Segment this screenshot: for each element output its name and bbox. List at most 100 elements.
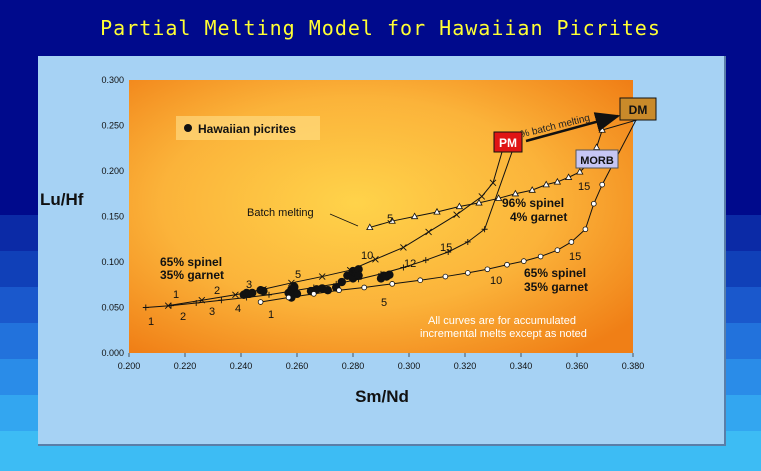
data-point-batch-melting (260, 285, 267, 293)
data-point-65-spinel-35-garnet (445, 248, 452, 255)
y-tick-label: 0.250 (101, 121, 124, 131)
data-point-65-spinel-35-garnet (218, 297, 225, 304)
data-point-65-spinel-35-garnet-open-circles (520, 258, 527, 264)
data-point-96-spinel-4-garnet (388, 217, 396, 224)
data-point-96-spinel-4-garnet (553, 177, 562, 185)
label-96-spinel: 96% spinel (502, 196, 564, 210)
melt-number-3: 3 (246, 279, 252, 291)
data-point-65-spinel-35-garnet-open-circles (310, 291, 317, 297)
data-point-batch-melting (318, 273, 326, 280)
data-point-hawaiian-picrites (354, 271, 363, 280)
data-point-batch-melting (425, 228, 432, 236)
data-point-65-spinel-35-garnet-open-circles (484, 266, 491, 273)
data-point-hawaiian-picrites (290, 282, 299, 291)
x-tick-label: 0.300 (398, 361, 421, 371)
x-tick-label: 0.260 (286, 361, 309, 371)
legend-marker-picrites (184, 124, 192, 132)
data-point-65-spinel-35-garnet-open-circles (361, 284, 368, 291)
spinel-curve-to-pm (484, 151, 513, 230)
melt-number-15: 15 (578, 181, 590, 193)
data-point-65-spinel-35-garnet (193, 299, 200, 306)
data-point-96-spinel-4-garnet (366, 223, 374, 231)
melt-number-1: 1 (268, 309, 274, 321)
data-point-65-spinel-35-garnet-open-circles (504, 261, 510, 268)
data-point-65-spinel-35-garnet-open-circles (599, 181, 605, 188)
y-axis-title: Lu/Hf (40, 190, 84, 209)
data-point-65-spinel-35-garnet-open-circles (582, 226, 589, 233)
morb-label: MORB (580, 155, 614, 167)
data-point-65-spinel-35-garnet-open-circles (537, 253, 544, 260)
data-point-hawaiian-picrites (354, 265, 363, 274)
batch-curve-to-pm (492, 151, 503, 183)
open-circle-curve-to-dm (601, 119, 637, 185)
data-point-65-spinel-35-garnet (422, 257, 429, 264)
y-tick-label: 0.100 (101, 257, 124, 267)
data-point-96-spinel-4-garnet (564, 173, 573, 180)
data-point-65-spinel-35-garnet (400, 264, 407, 271)
melt-number-10: 10 (490, 275, 502, 287)
data-point-hawaiian-picrites (259, 286, 268, 296)
data-point-batch-melting (489, 179, 497, 187)
data-point-batch-melting (372, 255, 379, 263)
melt-number-2: 2 (214, 285, 220, 297)
batch-melting-arrow (525, 112, 621, 143)
data-point-65-spinel-35-garnet (355, 276, 362, 283)
x-tick-label: 0.360 (566, 361, 589, 371)
chart-panel: Lu/Hf Sm/Nd 0.200 0.220 0.240 0.260 0.280 0.3… (38, 56, 726, 446)
data-point-65-spinel-35-garnet (378, 270, 384, 277)
data-point-65-spinel-35-garnet-open-circles (554, 247, 561, 253)
data-point-96-spinel-4-garnet (576, 167, 584, 175)
dm-box: DM (619, 97, 657, 121)
note-line-1: All curves are for accumulated (428, 315, 576, 327)
dm-label: DM (629, 103, 648, 117)
morb-box: MORB (575, 149, 619, 169)
x-tick-label: 0.200 (118, 361, 141, 371)
melt-number-5: 5 (295, 269, 301, 281)
y-tick-label: 0.000 (101, 348, 124, 358)
data-point-65-spinel-35-garnet-open-circles (568, 239, 575, 245)
data-point-96-spinel-4-garnet (433, 207, 441, 215)
data-point-batch-melting (400, 244, 407, 251)
data-point-65-spinel-35-garnet-open-circles (590, 200, 597, 207)
x-tick-label: 0.380 (622, 361, 645, 371)
data-point-batch-melting (288, 279, 295, 287)
melt-number-10: 10 (361, 250, 373, 262)
y-tick-label: 0.150 (101, 212, 124, 222)
data-point-65-spinel-35-garnet (464, 238, 471, 245)
melt-number-2: 2 (180, 311, 186, 323)
label-65-spinel-left: 65% spinel (160, 255, 222, 269)
data-point-65-spinel-35-garnet-open-circles (336, 287, 342, 294)
pm-box: PM (493, 131, 523, 153)
melt-number-1: 1 (173, 289, 179, 301)
data-point-batch-melting (198, 296, 206, 304)
y-tick-label: 0.050 (101, 303, 124, 313)
x-tick-label: 0.280 (342, 361, 365, 371)
data-point-batch-melting (478, 193, 486, 200)
data-point-batch-melting (453, 211, 460, 218)
data-point-96-spinel-4-garnet (511, 189, 520, 197)
melt-number-12: 12 (404, 258, 416, 270)
data-point-batch-melting (232, 291, 239, 299)
label-35-garnet-left: 35% garnet (160, 268, 224, 282)
data-point-65-spinel-35-garnet-open-circles (257, 299, 264, 305)
label-65-spinel-right: 65% spinel (524, 266, 586, 280)
legend-label-picrites: Hawaiian picrites (198, 122, 296, 136)
y-tick-label: 0.300 (101, 75, 124, 85)
x-tick-label: 0.320 (454, 361, 477, 371)
x-tick-label: 0.240 (230, 361, 253, 371)
data-point-hawaiian-picrites (323, 286, 332, 295)
note-line-2: incremental melts except as noted (420, 328, 587, 340)
data-point-65-spinel-35-garnet (243, 294, 250, 301)
data-point-65-spinel-35-garnet (142, 304, 149, 311)
data-point-96-spinel-4-garnet (410, 212, 419, 220)
melt-number-4: 4 (235, 303, 241, 315)
data-point-96-spinel-4-garnet (528, 186, 536, 193)
melt-number-15: 15 (440, 242, 452, 254)
data-point-96-spinel-4-garnet (475, 198, 483, 206)
batch-melting-leader (329, 213, 359, 227)
label-4-garnet: 4% garnet (510, 210, 567, 224)
data-point-65-spinel-35-garnet-open-circles (442, 273, 449, 280)
x-axis-title: Sm/Nd (355, 387, 409, 406)
melt-number-5: 5 (381, 297, 387, 309)
data-point-65-spinel-35-garnet-open-circles (285, 294, 292, 301)
